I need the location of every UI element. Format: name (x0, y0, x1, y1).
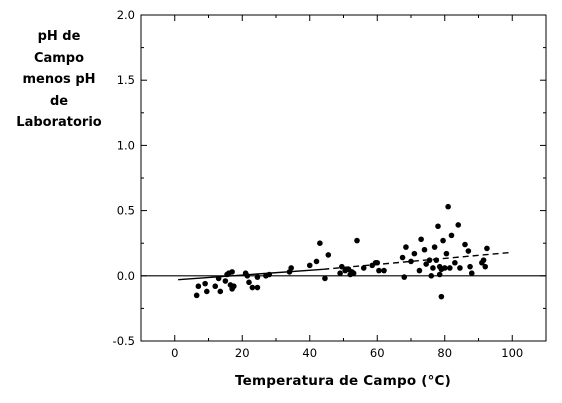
y-axis-label: pH de Campo menos pH de Laboratorio (10, 26, 108, 134)
data-point (416, 267, 423, 274)
data-point (443, 250, 450, 257)
y-tick-label: 1.0 (117, 138, 135, 152)
data-point (421, 246, 428, 253)
data-point (440, 237, 446, 244)
data-point (455, 222, 462, 228)
data-point (468, 270, 475, 276)
data-point (381, 267, 387, 274)
trend-line-solid (178, 268, 324, 281)
data-point (350, 270, 357, 276)
data-point (306, 262, 313, 269)
data-point (354, 237, 360, 244)
data-point (222, 278, 229, 284)
data-point (322, 275, 328, 282)
data-point (462, 241, 468, 248)
data-point (431, 244, 438, 250)
data-point (288, 265, 294, 271)
data-point (337, 270, 343, 276)
y-axis-label-line: de (49, 93, 69, 109)
data-point (430, 265, 436, 271)
data-point (426, 257, 433, 263)
y-tick-label: 1.5 (117, 73, 135, 87)
x-tick-label: 20 (235, 346, 250, 360)
data-point (423, 261, 429, 267)
data-point (447, 265, 453, 271)
data-point (435, 223, 441, 230)
data-point (374, 259, 381, 266)
data-point (317, 240, 323, 246)
data-point (484, 245, 490, 252)
y-axis-label-line: pH de (37, 29, 81, 44)
data-point (229, 269, 235, 275)
y-axis-label-line: Campo (33, 50, 85, 66)
data-point (467, 263, 473, 270)
data-point (452, 259, 458, 266)
data-point (215, 275, 222, 282)
y-tick-label: 0.0 (117, 269, 135, 283)
data-point (249, 284, 256, 291)
x-tick-label: 100 (501, 346, 523, 360)
data-point (438, 293, 445, 300)
x-tick-label: 80 (437, 346, 452, 360)
data-point (204, 288, 210, 295)
data-point (401, 274, 408, 280)
data-point (195, 283, 202, 290)
data-point (339, 263, 345, 270)
data-point (244, 273, 251, 279)
data-point (254, 284, 261, 291)
data-point (411, 250, 418, 257)
x-tick-label: 0 (171, 346, 178, 360)
data-point (408, 258, 414, 265)
data-point (217, 288, 224, 295)
data-point (313, 258, 320, 265)
data-point (254, 274, 261, 280)
data-point (246, 279, 252, 286)
data-point (212, 283, 219, 290)
data-point (376, 267, 382, 274)
data-point (403, 244, 409, 250)
y-axis-label-line: menos pH (22, 72, 96, 87)
y-tick-label: 0.5 (117, 204, 135, 218)
data-point (482, 263, 489, 270)
data-point (399, 254, 406, 261)
data-point (231, 283, 237, 290)
data-point (465, 248, 472, 254)
data-point (193, 292, 200, 299)
data-point (457, 265, 463, 271)
data-point (441, 265, 448, 271)
plot-frame (140, 14, 547, 342)
data-point (202, 280, 208, 287)
data-point (480, 257, 487, 263)
data-point (448, 232, 455, 239)
x-axis-label: Temperatura de Campo (°C) (235, 373, 451, 389)
data-point (428, 273, 435, 279)
y-tick-label: 2.0 (117, 8, 135, 22)
data-point (325, 252, 332, 258)
data-point (436, 271, 443, 278)
x-tick-label: 40 (302, 346, 317, 360)
y-tick-label: -0.5 (113, 334, 135, 348)
data-point (418, 236, 424, 243)
data-point (266, 271, 273, 278)
data-point (433, 257, 440, 263)
data-point (360, 265, 367, 271)
y-axis-label-line: Laboratorio (16, 115, 102, 130)
trend-line-dashed (323, 251, 513, 270)
x-tick-label: 60 (370, 346, 385, 360)
data-point (445, 203, 451, 210)
